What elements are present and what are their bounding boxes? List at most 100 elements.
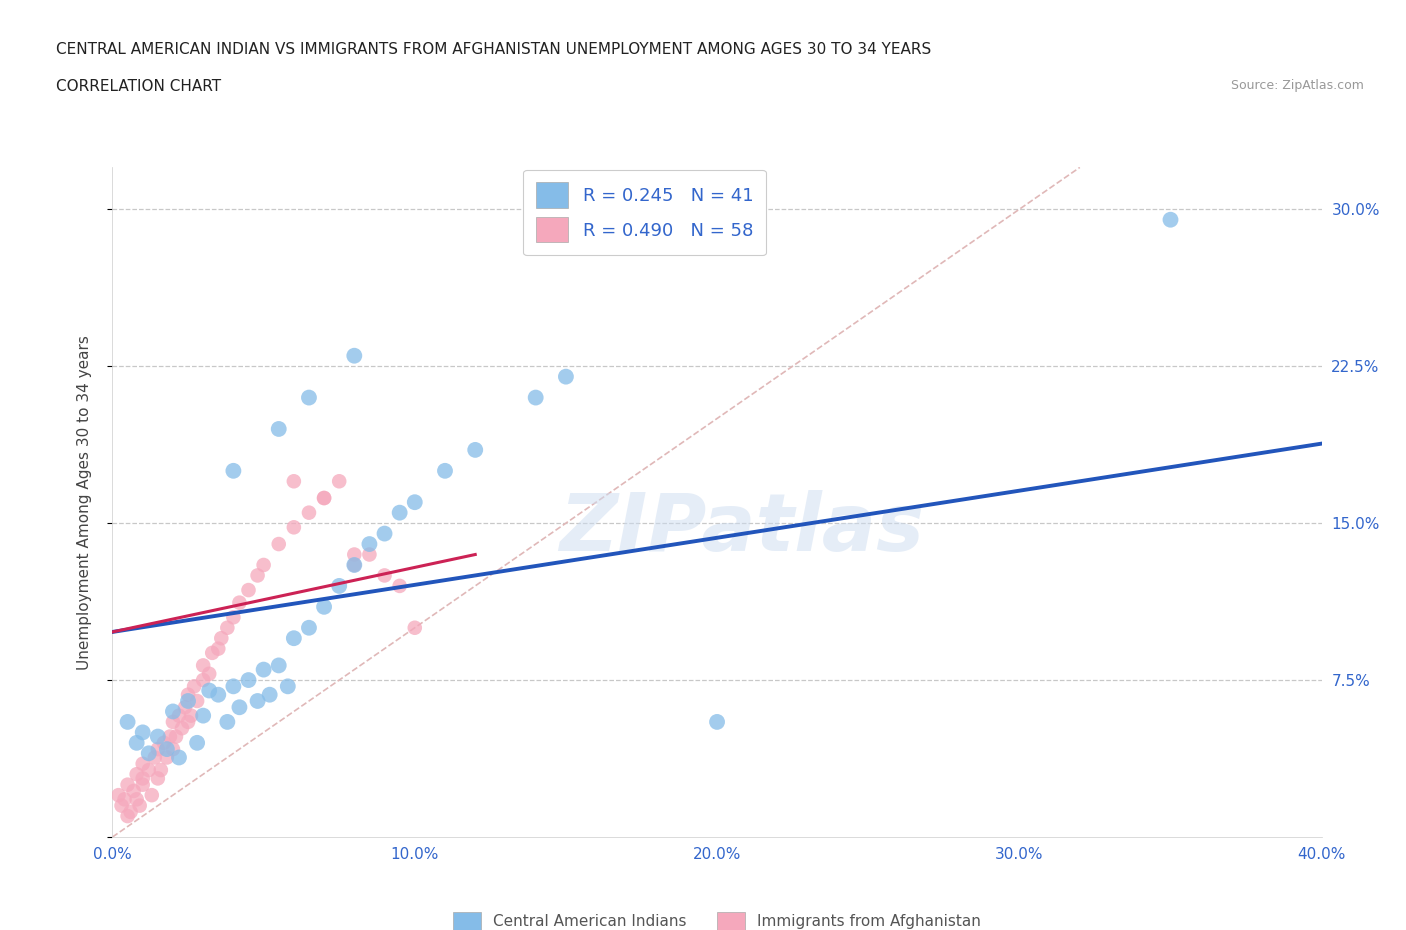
- Point: [132, 756, 155, 771]
- Point: [153, 736, 176, 751]
- Point: [217, 620, 239, 635]
- Point: [170, 721, 193, 736]
- Point: [162, 742, 184, 757]
- Point: [201, 645, 224, 660]
- Point: [159, 729, 181, 744]
- Point: [222, 679, 245, 694]
- Point: [246, 694, 269, 709]
- Point: [191, 709, 214, 724]
- Point: [359, 537, 381, 551]
- Point: [141, 788, 163, 803]
- Text: Source: ZipAtlas.com: Source: ZipAtlas.com: [1230, 79, 1364, 92]
- Point: [228, 700, 250, 715]
- Legend: Central American Indians, Immigrants from Afghanistan: Central American Indians, Immigrants fro…: [447, 906, 987, 930]
- Point: [1159, 212, 1181, 227]
- Point: [143, 750, 166, 764]
- Point: [267, 537, 290, 551]
- Point: [156, 742, 179, 757]
- Point: [343, 547, 366, 562]
- Point: [117, 714, 139, 729]
- Point: [138, 746, 160, 761]
- Point: [228, 595, 250, 610]
- Point: [388, 578, 411, 593]
- Point: [198, 667, 221, 682]
- Point: [186, 736, 208, 751]
- Point: [156, 750, 179, 764]
- Point: [217, 714, 239, 729]
- Point: [125, 736, 148, 751]
- Point: [222, 610, 245, 625]
- Point: [404, 620, 426, 635]
- Point: [298, 620, 321, 635]
- Point: [283, 520, 305, 535]
- Point: [165, 729, 187, 744]
- Point: [404, 495, 426, 510]
- Point: [146, 729, 169, 744]
- Point: [328, 578, 350, 593]
- Point: [198, 683, 221, 698]
- Point: [328, 474, 350, 489]
- Point: [222, 463, 245, 478]
- Point: [177, 714, 200, 729]
- Point: [524, 391, 547, 405]
- Y-axis label: Unemployment Among Ages 30 to 34 years: Unemployment Among Ages 30 to 34 years: [77, 335, 91, 670]
- Point: [149, 763, 172, 777]
- Text: CORRELATION CHART: CORRELATION CHART: [56, 79, 221, 94]
- Point: [207, 642, 229, 657]
- Point: [132, 777, 155, 792]
- Point: [298, 391, 321, 405]
- Point: [464, 443, 486, 458]
- Point: [146, 771, 169, 786]
- Point: [110, 798, 132, 813]
- Point: [162, 704, 184, 719]
- Point: [706, 714, 728, 729]
- Point: [433, 463, 456, 478]
- Point: [314, 491, 336, 506]
- Point: [162, 714, 184, 729]
- Point: [283, 631, 305, 645]
- Point: [180, 709, 202, 724]
- Point: [191, 672, 214, 687]
- Point: [314, 600, 336, 615]
- Point: [125, 766, 148, 781]
- Point: [117, 809, 139, 824]
- Point: [114, 792, 136, 807]
- Point: [343, 558, 366, 573]
- Point: [177, 694, 200, 709]
- Point: [343, 558, 366, 573]
- Point: [138, 763, 160, 777]
- Text: ZIPatlas: ZIPatlas: [558, 490, 924, 568]
- Point: [167, 750, 190, 764]
- Point: [259, 687, 281, 702]
- Text: CENTRAL AMERICAN INDIAN VS IMMIGRANTS FROM AFGHANISTAN UNEMPLOYMENT AMONG AGES 3: CENTRAL AMERICAN INDIAN VS IMMIGRANTS FR…: [56, 42, 932, 57]
- Point: [132, 725, 155, 740]
- Point: [374, 568, 396, 583]
- Point: [277, 679, 299, 694]
- Point: [238, 672, 260, 687]
- Point: [191, 658, 214, 673]
- Point: [120, 804, 142, 819]
- Point: [146, 742, 169, 757]
- Point: [253, 662, 276, 677]
- Point: [253, 558, 276, 573]
- Point: [174, 700, 197, 715]
- Point: [107, 788, 129, 803]
- Point: [209, 631, 232, 645]
- Point: [128, 798, 150, 813]
- Point: [554, 369, 576, 384]
- Point: [388, 505, 411, 520]
- Point: [267, 658, 290, 673]
- Point: [267, 421, 290, 436]
- Point: [298, 505, 321, 520]
- Point: [374, 526, 396, 541]
- Point: [186, 694, 208, 709]
- Point: [132, 771, 155, 786]
- Point: [207, 687, 229, 702]
- Point: [314, 491, 336, 506]
- Point: [359, 547, 381, 562]
- Point: [343, 349, 366, 364]
- Point: [183, 679, 205, 694]
- Point: [246, 568, 269, 583]
- Point: [167, 709, 190, 724]
- Point: [117, 777, 139, 792]
